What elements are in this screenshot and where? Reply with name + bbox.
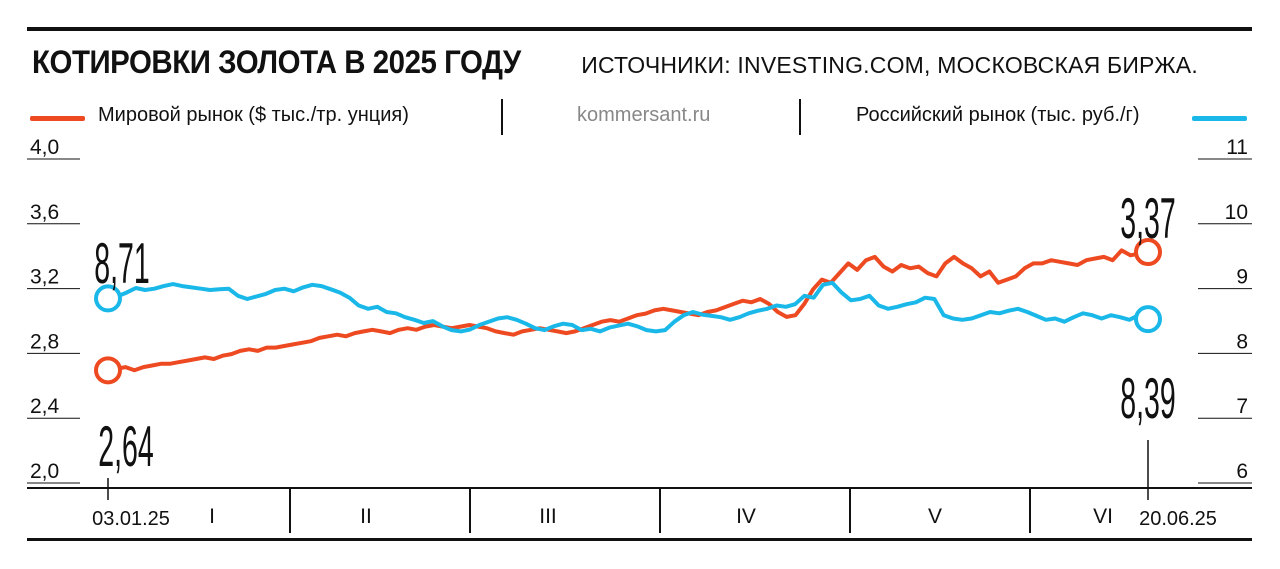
right-tick-label: 11 bbox=[1226, 136, 1248, 159]
right-tick-label: 7 bbox=[1236, 395, 1248, 418]
month-label: V bbox=[927, 505, 943, 528]
left-tick-label: 3,2 bbox=[30, 266, 59, 289]
endpoint-markers bbox=[94, 238, 1162, 385]
x-axis bbox=[27, 440, 1252, 533]
left-tick-label: 2,0 bbox=[30, 460, 59, 483]
world-start-marker bbox=[94, 356, 122, 385]
bottom-rule bbox=[27, 538, 1252, 541]
russian-market-line bbox=[106, 280, 1150, 334]
top-rule bbox=[27, 27, 1252, 31]
x-start-label: 03.01.25 bbox=[92, 508, 170, 530]
source-note: ИСТОЧНИКИ: INVESTING.COM, МОСКОВСКАЯ БИР… bbox=[581, 52, 1198, 78]
right-tick-label: 10 bbox=[1225, 201, 1248, 224]
month-label: II bbox=[360, 505, 372, 528]
legend-swatch-world bbox=[30, 116, 85, 121]
legend-swatch-russia bbox=[1192, 116, 1247, 121]
legend-divider-left bbox=[501, 99, 503, 135]
world-end-marker bbox=[1134, 238, 1162, 267]
left-tick-label: 2,8 bbox=[30, 330, 59, 353]
month-label: I bbox=[209, 505, 215, 528]
legend-label-world: Мировой рынок ($ тыс./тр. унция) bbox=[98, 104, 409, 126]
legend-divider-right bbox=[799, 99, 801, 135]
chart-title: КОТИРОВКИ ЗОЛОТА В 2025 ГОДУ bbox=[32, 44, 521, 80]
left-tick-label: 3,6 bbox=[30, 201, 59, 224]
series-lines bbox=[106, 248, 1150, 373]
left-tick-label: 4,0 bbox=[30, 136, 59, 159]
left-axis-ticks: 2,0 2,4 2,8 3,2 3,6 4,0 bbox=[27, 136, 80, 484]
right-tick-label: 9 bbox=[1236, 266, 1248, 289]
value-labels: 8,71 2,64 3,37 8,39 bbox=[94, 186, 1176, 479]
world-end-value-label: 3,37 bbox=[1120, 186, 1176, 251]
legend-label-russia: Российский рынок (тыс. руб./г) bbox=[856, 104, 1140, 126]
world-market-line bbox=[106, 248, 1150, 373]
russian-start-value-label: 8,71 bbox=[94, 231, 150, 296]
right-axis-ticks: 6 7 8 9 10 11 bbox=[1198, 136, 1252, 484]
month-label: IV bbox=[736, 505, 756, 528]
russian-start-marker bbox=[94, 284, 122, 313]
world-start-value-label: 2,64 bbox=[98, 414, 154, 479]
credit-label: kommersant.ru bbox=[577, 104, 711, 126]
right-tick-label: 8 bbox=[1236, 330, 1248, 353]
left-tick-label: 2,4 bbox=[30, 395, 60, 418]
russian-end-marker bbox=[1134, 305, 1162, 334]
header: КОТИРОВКИ ЗОЛОТА В 2025 ГОДУ ИСТОЧНИКИ: … bbox=[32, 44, 1198, 84]
right-tick-label: 6 bbox=[1236, 460, 1248, 483]
x-end-label: 20.06.25 bbox=[1139, 508, 1217, 530]
month-label: VI bbox=[1093, 505, 1113, 528]
russian-end-value-label: 8,39 bbox=[1120, 366, 1176, 431]
month-label: III bbox=[539, 505, 557, 528]
